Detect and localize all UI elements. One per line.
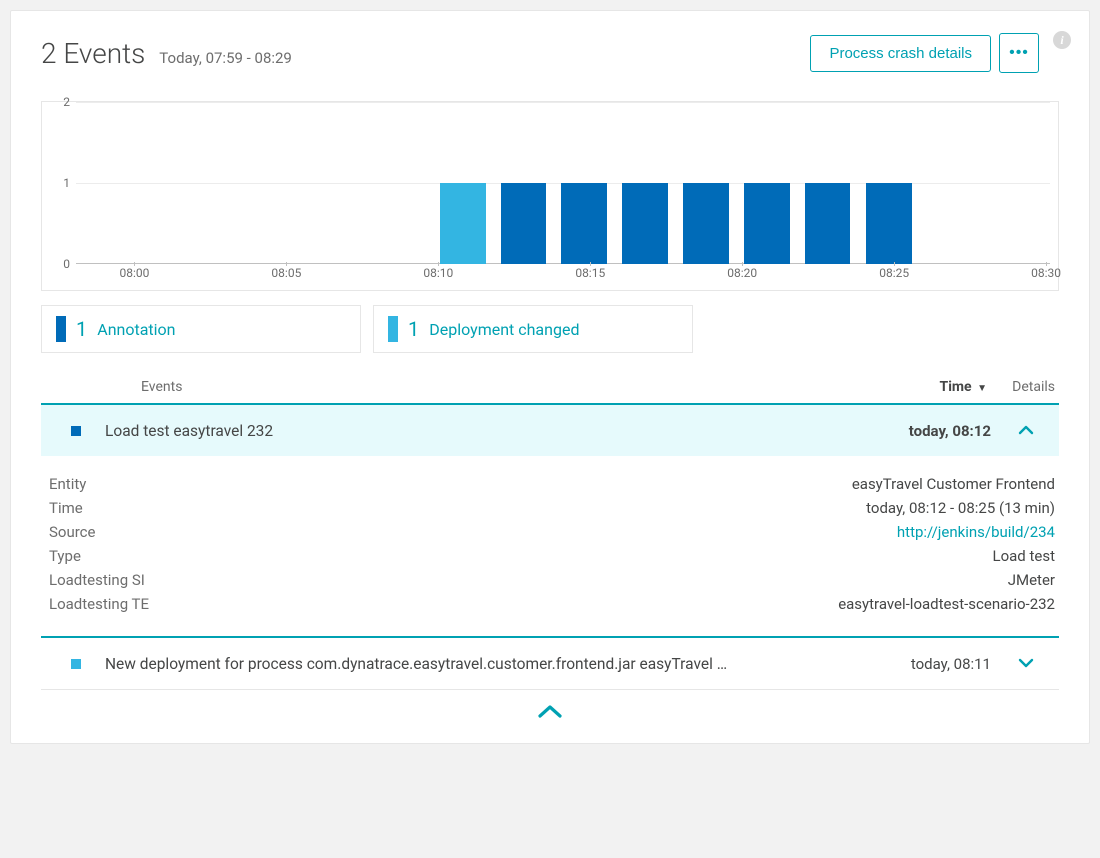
column-header-time-label: Time (940, 379, 972, 395)
detail-key: Time (49, 499, 83, 517)
legend-chip[interactable]: 1 Annotation (41, 305, 361, 353)
collapse-panel-button[interactable] (536, 702, 564, 727)
chart-bar[interactable] (744, 183, 790, 264)
events-table-body: Load test easytravel 232today, 08:12 Enti… (41, 403, 1059, 690)
y-tick-label: 1 (63, 176, 70, 190)
event-row[interactable]: New deployment for process com.dynatrace… (41, 638, 1059, 689)
x-tick-label: 08:25 (879, 266, 909, 280)
x-tick-label: 08:05 (271, 266, 301, 280)
chart-x-axis: 08:0008:0508:1008:1508:2008:2508:30 (76, 264, 1050, 290)
legend-chip[interactable]: 1 Deployment changed (373, 305, 693, 353)
x-tick-label: 08:15 (575, 266, 605, 280)
more-menu-button[interactable]: ••• (999, 33, 1039, 73)
detail-value: easytravel-loadtest-scenario-232 (838, 595, 1055, 613)
panel-title: 2 Events (41, 37, 145, 70)
chevron-down-icon (1017, 654, 1035, 673)
chart-bar[interactable] (501, 183, 547, 264)
detail-line: Loadtesting SI JMeter (49, 568, 1055, 592)
chart-bar[interactable] (683, 183, 729, 264)
x-tick-label: 08:10 (423, 266, 453, 280)
column-header-events[interactable]: Events (41, 379, 867, 395)
event-time: today, 08:11 (859, 655, 991, 673)
chevron-up-icon (1017, 421, 1035, 440)
detail-value: http://jenkins/build/234 (897, 523, 1055, 541)
chart-plot-area (76, 102, 1050, 264)
header-left: 2 Events Today, 07:59 - 08:29 (41, 37, 292, 70)
legend-swatch (388, 316, 398, 342)
detail-value: JMeter (1008, 571, 1055, 589)
panel-header: 2 Events Today, 07:59 - 08:29 Process cr… (41, 33, 1059, 73)
detail-line: Type Load test (49, 544, 1055, 568)
detail-line: Loadtesting TE easytravel-loadtest-scenar… (49, 592, 1055, 616)
chart-bar[interactable] (866, 183, 912, 264)
events-panel: i 2 Events Today, 07:59 - 08:29 Process … (10, 10, 1090, 744)
detail-key: Loadtesting TE (49, 595, 149, 613)
detail-line: Source http://jenkins/build/234 (49, 520, 1055, 544)
column-header-time[interactable]: Time ▼ (867, 379, 987, 395)
x-tick-label: 08:20 (727, 266, 757, 280)
y-tick-label: 0 (63, 257, 70, 271)
panel-time-range: Today, 07:59 - 08:29 (159, 49, 292, 67)
chart-bar[interactable] (805, 183, 851, 264)
header-actions: Process crash details ••• (810, 33, 1039, 73)
y-tick-label: 2 (63, 95, 70, 109)
chart-y-axis: 012 (42, 102, 76, 264)
detail-value: today, 08:12 - 08:25 (13 min) (866, 499, 1055, 517)
event-details: Entity easyTravel Customer Frontend Time to… (41, 456, 1059, 636)
events-table-header: Events Time ▼ Details (41, 379, 1059, 403)
detail-key: Entity (49, 475, 86, 493)
legend-label: Annotation (97, 320, 175, 339)
detail-line: Entity easyTravel Customer Frontend (49, 472, 1055, 496)
detail-value: Load test (993, 547, 1055, 565)
legend-swatch (56, 316, 66, 342)
legend-count: 1 (76, 317, 87, 341)
event-time: today, 08:12 (859, 422, 991, 440)
event-title: Load test easytravel 232 (105, 422, 859, 440)
detail-key: Type (49, 547, 81, 565)
event-title: New deployment for process com.dynatrace… (105, 655, 859, 673)
chart-bar[interactable] (440, 183, 486, 264)
chart-bar[interactable] (622, 183, 668, 264)
event-row[interactable]: Load test easytravel 232today, 08:12 (41, 405, 1059, 456)
expand-toggle[interactable] (991, 654, 1051, 673)
info-icon[interactable]: i (1053, 31, 1071, 49)
detail-key: Source (49, 523, 95, 541)
collapse-footer (41, 690, 1059, 727)
event-marker (71, 659, 81, 669)
gridline (76, 102, 1050, 103)
process-crash-details-button[interactable]: Process crash details (810, 35, 991, 72)
detail-line: Time today, 08:12 - 08:25 (13 min) (49, 496, 1055, 520)
detail-key: Loadtesting SI (49, 571, 145, 589)
event-marker (71, 426, 81, 436)
detail-link[interactable]: http://jenkins/build/234 (897, 523, 1055, 541)
chart-bar[interactable] (561, 183, 607, 264)
detail-value: easyTravel Customer Frontend (852, 475, 1055, 493)
legend-label: Deployment changed (429, 320, 579, 339)
legend-row: 1 Annotation 1 Deployment changed (41, 305, 1059, 353)
expand-toggle[interactable] (991, 421, 1051, 440)
legend-count: 1 (408, 317, 419, 341)
x-tick-label: 08:30 (1031, 266, 1061, 280)
column-header-details[interactable]: Details (987, 379, 1059, 395)
x-tick-label: 08:00 (119, 266, 149, 280)
sort-desc-icon: ▼ (977, 383, 987, 394)
events-chart: 012 08:00 08:05 08:10 08:15 08:20 08:25 08:30 (41, 101, 1059, 291)
